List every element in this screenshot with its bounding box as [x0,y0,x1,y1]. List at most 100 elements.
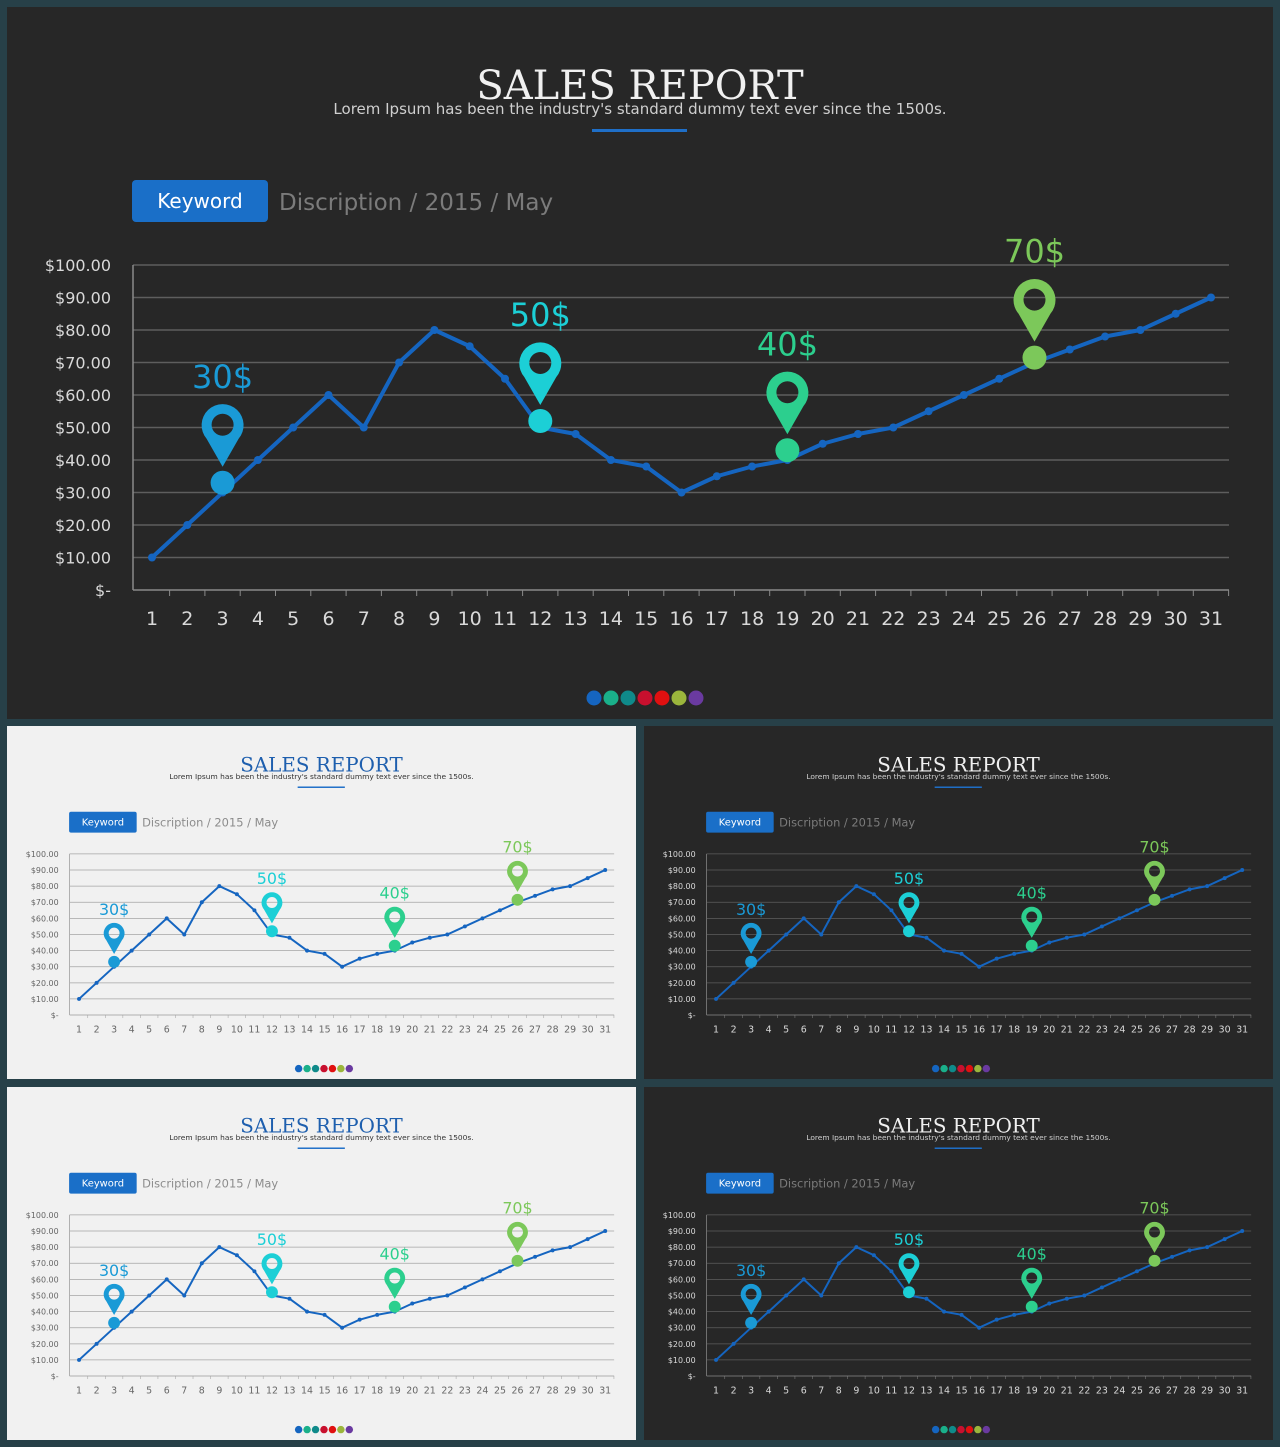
data-point [252,1269,257,1274]
marker-pin[interactable]: 40$ [1017,884,1047,952]
nav-dot[interactable] [294,1064,303,1073]
data-point [1222,1237,1227,1242]
nav-dot[interactable] [328,1425,337,1434]
keyword-button[interactable]: Keyword [69,1172,137,1194]
marker-pin[interactable]: 30$ [99,900,129,968]
nav-dot[interactable] [654,690,670,706]
x-tick-label: 22 [1078,1385,1090,1396]
slide-thumb-3[interactable]: SALES REPORT Lorem Ipsum has been the ind… [7,1087,636,1440]
slide-thumb-1[interactable]: SALES REPORT Lorem Ipsum has been the ind… [7,726,636,1079]
map-pin-icon [1013,279,1056,342]
marker-pin[interactable]: 30$ [192,358,253,495]
nav-dot[interactable] [337,1425,345,1434]
nav-dot[interactable] [303,1064,311,1073]
map-pin-icon [103,922,125,954]
nav-dot[interactable] [940,1425,948,1434]
keyword-button[interactable]: Keyword [706,1172,774,1194]
y-tick-label: $50.00 [668,1291,696,1300]
x-tick-label: 14 [938,1385,950,1396]
nav-dot[interactable] [957,1064,965,1073]
nav-dot[interactable] [982,1064,991,1073]
x-tick-label: 6 [164,1385,170,1396]
nav-dot[interactable] [974,1425,982,1434]
nav-dot[interactable] [603,690,619,706]
data-point [427,1296,432,1301]
nav-dot[interactable] [294,1425,303,1434]
x-tick-label: 16 [336,1024,348,1035]
x-tick-label: 27 [529,1385,541,1396]
x-tick-label: 7 [818,1385,824,1396]
data-point [234,1253,239,1258]
keyword-button[interactable]: Keyword [69,811,137,833]
marker-pin[interactable]: 30$ [736,900,766,968]
marker-pin[interactable]: 40$ [757,325,818,463]
nav-dot[interactable] [345,1425,354,1434]
data-point [77,996,82,1001]
nav-dot[interactable] [948,1064,957,1073]
y-tick-label: $30.00 [668,963,696,972]
nav-dot[interactable] [957,1425,965,1434]
marker-pin[interactable]: 40$ [380,1245,410,1313]
marker-pin[interactable]: 30$ [736,1261,766,1329]
keyword-button-label: Keyword [719,818,761,829]
x-tick-label: 17 [991,1385,1003,1396]
nav-dot[interactable] [303,1425,311,1434]
marker-pin[interactable]: 70$ [1139,838,1170,906]
data-point [1082,932,1087,937]
keyword-button[interactable]: Keyword [132,180,268,222]
nav-dot[interactable] [637,690,653,706]
marker-pin[interactable]: 70$ [1139,1199,1170,1267]
data-point [395,358,404,367]
nav-dot[interactable] [671,690,687,706]
data-point [1136,326,1145,334]
nav-dot[interactable] [320,1425,328,1434]
x-tick-label: 8 [393,608,405,630]
data-point [480,916,485,921]
data-point [1171,309,1180,318]
marker-pin[interactable]: 50$ [894,1230,924,1299]
slide-thumb-4[interactable]: SALES REPORT Lorem Ipsum has been the ind… [644,1087,1273,1440]
marker-label: 30$ [736,1261,766,1280]
x-tick-label: 31 [599,1024,611,1035]
data-point [677,488,686,497]
nav-dot[interactable] [940,1064,948,1073]
data-point [1012,951,1017,956]
x-tick-label: 7 [358,608,370,630]
marker-pin[interactable]: 50$ [510,296,571,433]
nav-dot[interactable] [948,1425,957,1434]
nav-dot[interactable] [965,1064,974,1073]
marker-pin[interactable]: 40$ [1017,1245,1047,1313]
marker-label: 50$ [894,1230,924,1249]
nav-dot[interactable] [328,1064,337,1073]
map-pin-icon [1021,906,1043,938]
nav-dot[interactable] [965,1425,974,1434]
marker-pin[interactable]: 70$ [1004,233,1065,370]
keyword-button-bg [706,1172,774,1194]
keyword-button[interactable]: Keyword [706,811,774,833]
nav-dot[interactable] [320,1064,328,1073]
x-tick-label: 19 [389,1024,401,1035]
marker-pin[interactable]: 70$ [502,1199,533,1267]
nav-dot[interactable] [311,1064,320,1073]
nav-dot[interactable] [982,1425,991,1434]
nav-dot[interactable] [931,1064,940,1073]
map-pin-icon [201,404,244,467]
nav-dot[interactable] [931,1425,940,1434]
marker-pin[interactable]: 70$ [502,838,533,906]
nav-dot[interactable] [688,690,704,706]
nav-dot[interactable] [311,1425,320,1434]
nav-dot[interactable] [586,690,602,706]
marker-pin[interactable]: 50$ [894,869,924,938]
nav-dot[interactable] [974,1064,982,1073]
marker-pin[interactable]: 50$ [257,869,287,938]
marker-pin[interactable]: 50$ [257,1230,287,1299]
marker-pin[interactable]: 30$ [99,1261,129,1329]
nav-dot[interactable] [337,1064,345,1073]
data-point [871,1253,876,1258]
nav-dot[interactable] [620,690,636,706]
y-tick-label: $90.00 [55,289,111,308]
marker-pin[interactable]: 40$ [380,884,410,952]
nav-dot[interactable] [345,1064,354,1073]
slide-thumb-2[interactable]: SALES REPORT Lorem Ipsum has been the ind… [644,726,1273,1079]
